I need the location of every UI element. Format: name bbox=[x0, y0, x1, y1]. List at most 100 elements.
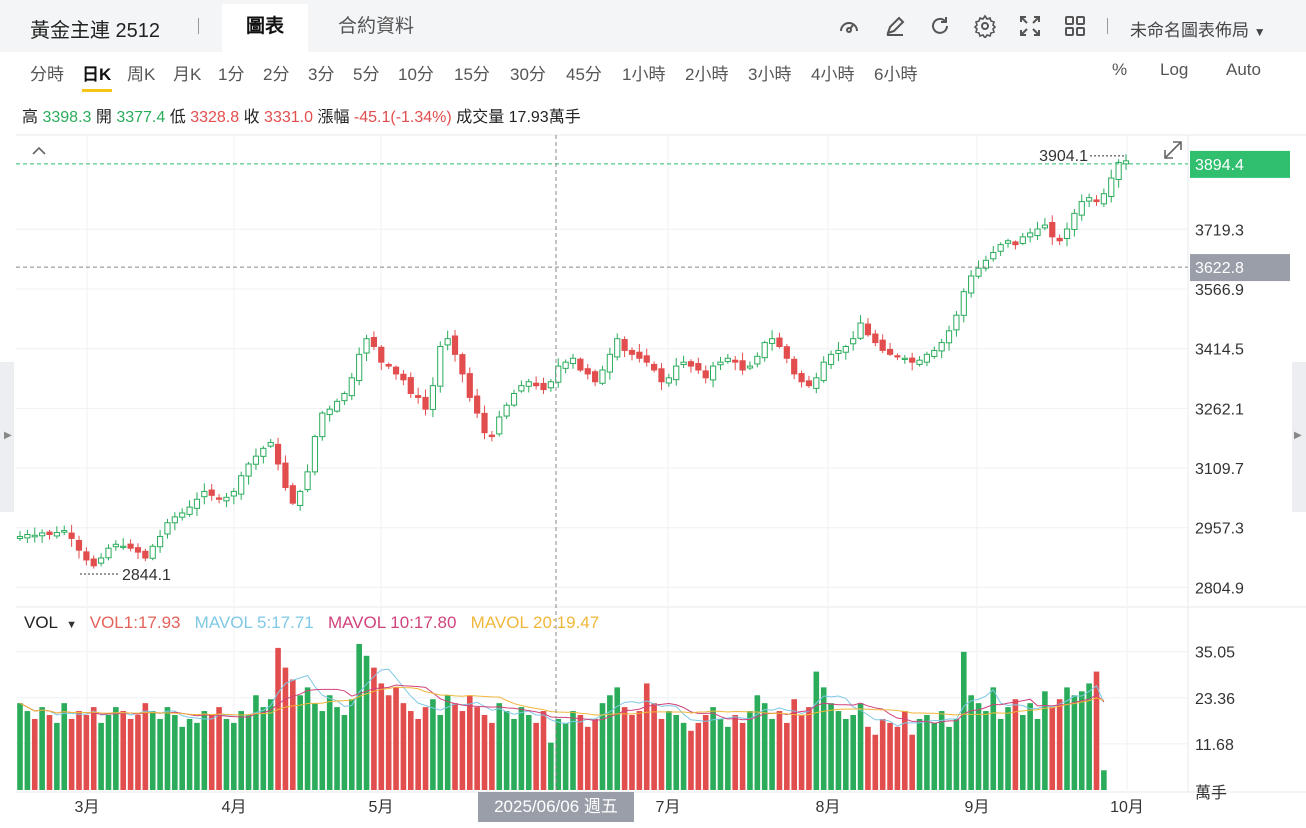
candle-body bbox=[643, 355, 650, 363]
candle-body bbox=[923, 353, 931, 363]
candle-body bbox=[24, 534, 31, 539]
volume-label: 成交量 bbox=[456, 109, 505, 126]
candle-body bbox=[1019, 236, 1026, 244]
gear-icon[interactable] bbox=[973, 14, 997, 38]
tf-monthly[interactable]: 月K bbox=[173, 65, 202, 84]
tf-1m[interactable]: 1分 bbox=[218, 65, 245, 84]
scale-log-button[interactable]: Log bbox=[1160, 60, 1189, 79]
volume-bar bbox=[784, 722, 790, 790]
tf-30m[interactable]: 30分 bbox=[510, 65, 546, 84]
candle-body bbox=[842, 346, 849, 353]
scale-auto-button[interactable]: Auto bbox=[1226, 60, 1261, 79]
volume-bar bbox=[83, 715, 90, 790]
tf-5m[interactable]: 5分 bbox=[353, 65, 380, 84]
candle-body bbox=[879, 339, 886, 351]
candle-body bbox=[422, 396, 429, 410]
volume-bar bbox=[666, 711, 672, 790]
gauge-icon[interactable] bbox=[837, 14, 861, 38]
candle-body bbox=[444, 338, 451, 346]
mavol10-value: 10:17.80 bbox=[390, 613, 457, 632]
volume-bar bbox=[960, 651, 967, 790]
tf-3h[interactable]: 3小時 bbox=[748, 65, 792, 84]
tf-15m[interactable]: 15分 bbox=[454, 65, 490, 84]
volume-bar bbox=[90, 707, 97, 790]
tf-3m[interactable]: 3分 bbox=[308, 65, 335, 84]
volume-bar bbox=[680, 722, 687, 790]
crosshair-price-label: 3622.8 bbox=[1195, 260, 1244, 277]
left-panel-toggle[interactable] bbox=[0, 362, 14, 512]
chevron-down-icon: ▼ bbox=[1253, 25, 1266, 39]
candle-body bbox=[982, 259, 990, 269]
volume-bar bbox=[902, 711, 908, 790]
candle-body bbox=[348, 377, 355, 397]
volume-bar bbox=[1101, 770, 1107, 790]
candle-body bbox=[186, 506, 193, 515]
candle-body bbox=[540, 382, 547, 391]
volume-bar bbox=[548, 742, 554, 790]
volume-bar bbox=[172, 715, 178, 790]
tf-4h[interactable]: 4小時 bbox=[811, 65, 855, 84]
candle-body bbox=[754, 355, 761, 365]
candle-body bbox=[938, 342, 945, 352]
candle-body bbox=[90, 558, 97, 567]
scale-percent-button[interactable]: % bbox=[1112, 60, 1128, 79]
tf-2m[interactable]: 2分 bbox=[263, 65, 290, 84]
volume-bar bbox=[466, 695, 473, 790]
x-tick-label: 5月 bbox=[369, 799, 394, 816]
candle-body bbox=[392, 366, 400, 375]
tab-chart[interactable]: 圖表 bbox=[222, 4, 309, 52]
volume-bar bbox=[629, 715, 635, 790]
tf-6h[interactable]: 6小時 bbox=[874, 65, 918, 84]
fullscreen-icon[interactable] bbox=[1018, 14, 1042, 38]
volume-tick-label: 11.68 bbox=[1195, 737, 1234, 754]
candle-body bbox=[252, 455, 260, 465]
refresh-icon[interactable] bbox=[928, 14, 952, 38]
edit-icon[interactable] bbox=[883, 14, 907, 38]
candle-body bbox=[400, 373, 407, 381]
volume-bar bbox=[887, 722, 893, 790]
candle-body bbox=[916, 359, 923, 365]
volume-bar bbox=[946, 726, 952, 790]
tf-10m[interactable]: 10分 bbox=[398, 65, 434, 84]
candle-body bbox=[1071, 212, 1078, 230]
x-tick-label: 10月 bbox=[1110, 799, 1144, 816]
volume-bar bbox=[658, 718, 665, 790]
layout-dropdown[interactable]: 未命名圖表佈局 ▼ bbox=[1130, 16, 1266, 41]
mavol10-line bbox=[19, 684, 1105, 724]
candle-body bbox=[267, 441, 274, 447]
candle-body bbox=[1093, 199, 1100, 203]
mavol20-name: MAVOL bbox=[470, 613, 529, 632]
candle-body bbox=[407, 377, 414, 394]
candle-body bbox=[105, 547, 112, 559]
right-panel-toggle[interactable] bbox=[1292, 362, 1306, 512]
volume-bar bbox=[297, 695, 303, 790]
volume-bar bbox=[415, 718, 421, 790]
volume-bar bbox=[481, 715, 488, 790]
tf-weekly[interactable]: 周K bbox=[127, 65, 156, 84]
candle-body bbox=[503, 404, 510, 417]
candle-body bbox=[378, 346, 385, 363]
candle-body bbox=[584, 368, 591, 375]
tf-daily[interactable]: 日K bbox=[82, 65, 112, 84]
tab-contract-info[interactable]: 合約資料 bbox=[338, 16, 415, 37]
volume-bar bbox=[695, 722, 702, 790]
vol-dropdown-icon[interactable]: ▼ bbox=[66, 619, 78, 631]
volume-bar bbox=[953, 718, 960, 790]
tf-2h[interactable]: 2小時 bbox=[685, 65, 729, 84]
grid-icon[interactable] bbox=[1063, 14, 1087, 38]
x-tick-label: 3月 bbox=[75, 799, 100, 816]
candle-body bbox=[75, 539, 83, 551]
ohlc-readout: 高 3398.3 開 3377.4 低 3328.8 收 3331.0 漲幅 -… bbox=[22, 103, 581, 127]
volume-bar bbox=[636, 711, 643, 790]
tf-45m[interactable]: 45分 bbox=[566, 65, 602, 84]
volume-bar bbox=[149, 711, 156, 790]
tf-1h[interactable]: 1小時 bbox=[622, 65, 666, 84]
tf-fenshi[interactable]: 分時 bbox=[30, 65, 64, 84]
volume-bar bbox=[39, 707, 45, 790]
candle-body bbox=[127, 543, 134, 549]
candle-body bbox=[370, 336, 378, 348]
mavol20-value: 20:19.47 bbox=[533, 613, 600, 632]
vol1-value: VOL1:17.93 bbox=[89, 613, 181, 632]
volume-bar bbox=[938, 711, 945, 790]
